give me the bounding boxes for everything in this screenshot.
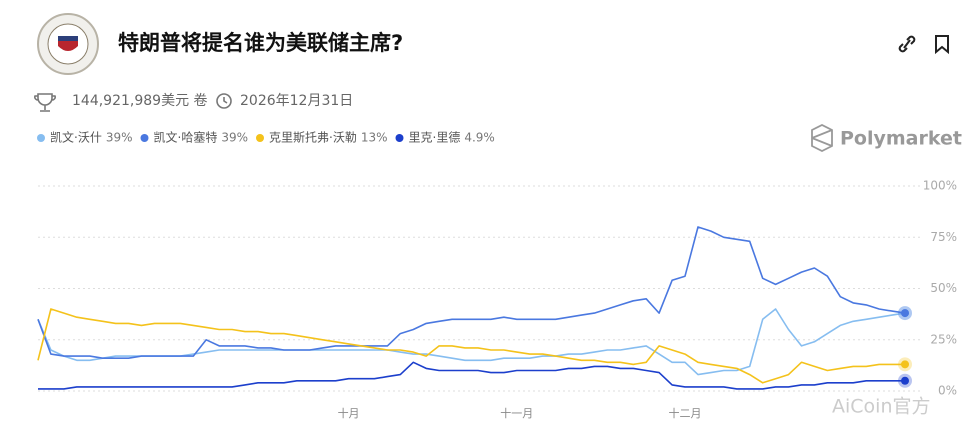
bookmark-button[interactable] — [935, 35, 949, 55]
title: 特朗普将提名谁为美联储主席? — [118, 31, 403, 55]
x-tick-label: 十二月 — [669, 406, 702, 420]
brand: Polymarket — [840, 128, 962, 150]
legend-value: 4.9% — [464, 131, 495, 145]
brand-logo — [811, 123, 833, 153]
legend-value: 39% — [106, 131, 133, 145]
legend-value: 13% — [361, 131, 388, 145]
y-tick-label: 75% — [930, 230, 957, 244]
legend-item: 凯文·哈塞特 39% — [140, 130, 248, 145]
y-tick-label: 100% — [923, 179, 957, 193]
link-button[interactable] — [898, 35, 916, 53]
x-tick-label: 十一月 — [500, 406, 533, 420]
legend-item: 克里斯托弗·沃勒 13% — [256, 131, 388, 145]
legend-value: 39% — [221, 131, 248, 145]
legend-dot — [140, 134, 149, 142]
series-line — [38, 361, 905, 390]
legend-dot — [395, 134, 404, 142]
y-tick-label: 50% — [930, 281, 957, 295]
series-line — [37, 226, 906, 359]
legend-name: 凯文·沃什 — [50, 130, 102, 145]
y-tick-label: 0% — [938, 384, 957, 398]
end-dot — [901, 309, 909, 318]
series-line — [37, 308, 905, 384]
watermark: AiCoin官方 — [832, 396, 931, 418]
y-tick-label: 25% — [930, 332, 957, 346]
legend-item: 里克·里德 4.9% — [395, 130, 495, 145]
trophy-icon — [34, 93, 56, 112]
legend-dot — [256, 134, 264, 142]
volume: 144,921,989美元 卷 — [72, 93, 208, 109]
legend-name: 克里斯托弗·沃勒 — [269, 131, 357, 145]
fed-logo — [37, 13, 99, 75]
end-dot — [901, 360, 909, 369]
clock-icon — [216, 93, 232, 109]
x-tick-label: 十月 — [338, 406, 360, 420]
end-date: 2026年12月31日 — [240, 93, 353, 109]
legend-dot — [37, 134, 45, 142]
legend-name: 里克·里德 — [409, 130, 461, 145]
end-dot — [901, 376, 909, 385]
legend-name: 凯文·哈塞特 — [154, 130, 218, 145]
legend-item: 凯文·沃什 39% — [37, 130, 133, 145]
